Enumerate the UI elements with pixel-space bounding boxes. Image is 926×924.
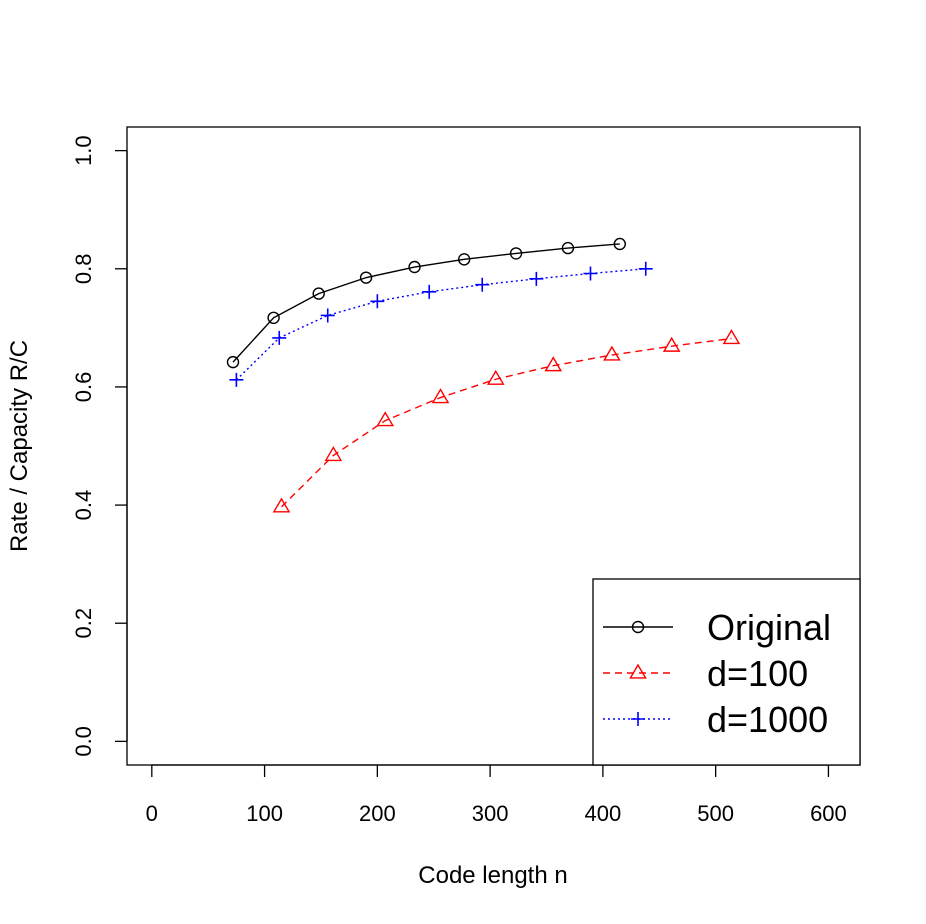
data-point [408,260,421,274]
x-tick-label: 400 [585,801,622,826]
x-tick-label: 0 [146,801,158,826]
data-point [370,294,385,309]
legend-label: Original [707,607,831,648]
data-point [229,372,244,387]
y-tick-label: 1.0 [71,135,96,166]
data-point [662,336,681,352]
data-point [638,261,653,276]
data-point [613,237,627,251]
data-point [272,497,291,513]
x-tick-label: 600 [810,801,847,826]
x-axis: 0 100 200 300 400 500 600 [146,764,847,826]
y-tick-label: 0.2 [71,608,96,639]
y-tick-label: 0.6 [71,372,96,403]
data-point [457,253,471,266]
series-1 [226,237,627,369]
data-point [486,369,505,385]
data-point [544,356,563,372]
data-point [422,284,437,299]
data-point [509,247,523,260]
data-point [431,388,450,404]
data-point [226,355,240,369]
x-tick-label: 200 [359,801,396,826]
series-layer [226,237,741,513]
data-point [267,311,280,325]
x-tick-label: 100 [246,801,283,826]
legend-items: Original d=100 d=1000 [603,607,831,740]
series-line [235,268,646,381]
x-tick-label: 300 [472,801,509,826]
data-point [475,277,490,292]
legend-item: d=100 [603,653,808,694]
data-point [272,330,287,345]
x-axis-label: Code length n [418,862,567,889]
y-tick-label: 0.4 [71,490,96,521]
data-point [324,446,343,462]
y-tick-label: 0.0 [71,726,96,757]
series-line [281,337,732,508]
x-tick-label: 500 [697,801,734,826]
y-axis-label: Rate / Capacity R/C [6,340,33,552]
legend-item: Original [603,607,831,648]
y-tick-label: 0.8 [71,253,96,284]
legend-marker [631,620,645,634]
series-3 [229,261,653,387]
legend-marker [629,663,647,679]
data-point [603,345,621,361]
data-point [359,271,373,284]
legend-box [592,578,861,766]
data-point [376,411,395,427]
legend-item: d=1000 [603,699,828,740]
y-axis: 0.0 0.2 0.4 0.6 0.8 1.0 [71,135,128,757]
data-point [583,266,598,281]
data-point [312,287,325,300]
legend-label: d=1000 [707,699,828,740]
data-point [561,241,575,255]
data-point [320,308,335,323]
legend-marker [631,712,645,726]
series-2 [272,329,741,513]
data-point [529,271,544,286]
data-point [722,329,741,345]
legend-label: d=100 [707,653,808,694]
series-line [232,243,620,363]
legend: Original d=100 d=1000 [592,578,861,766]
